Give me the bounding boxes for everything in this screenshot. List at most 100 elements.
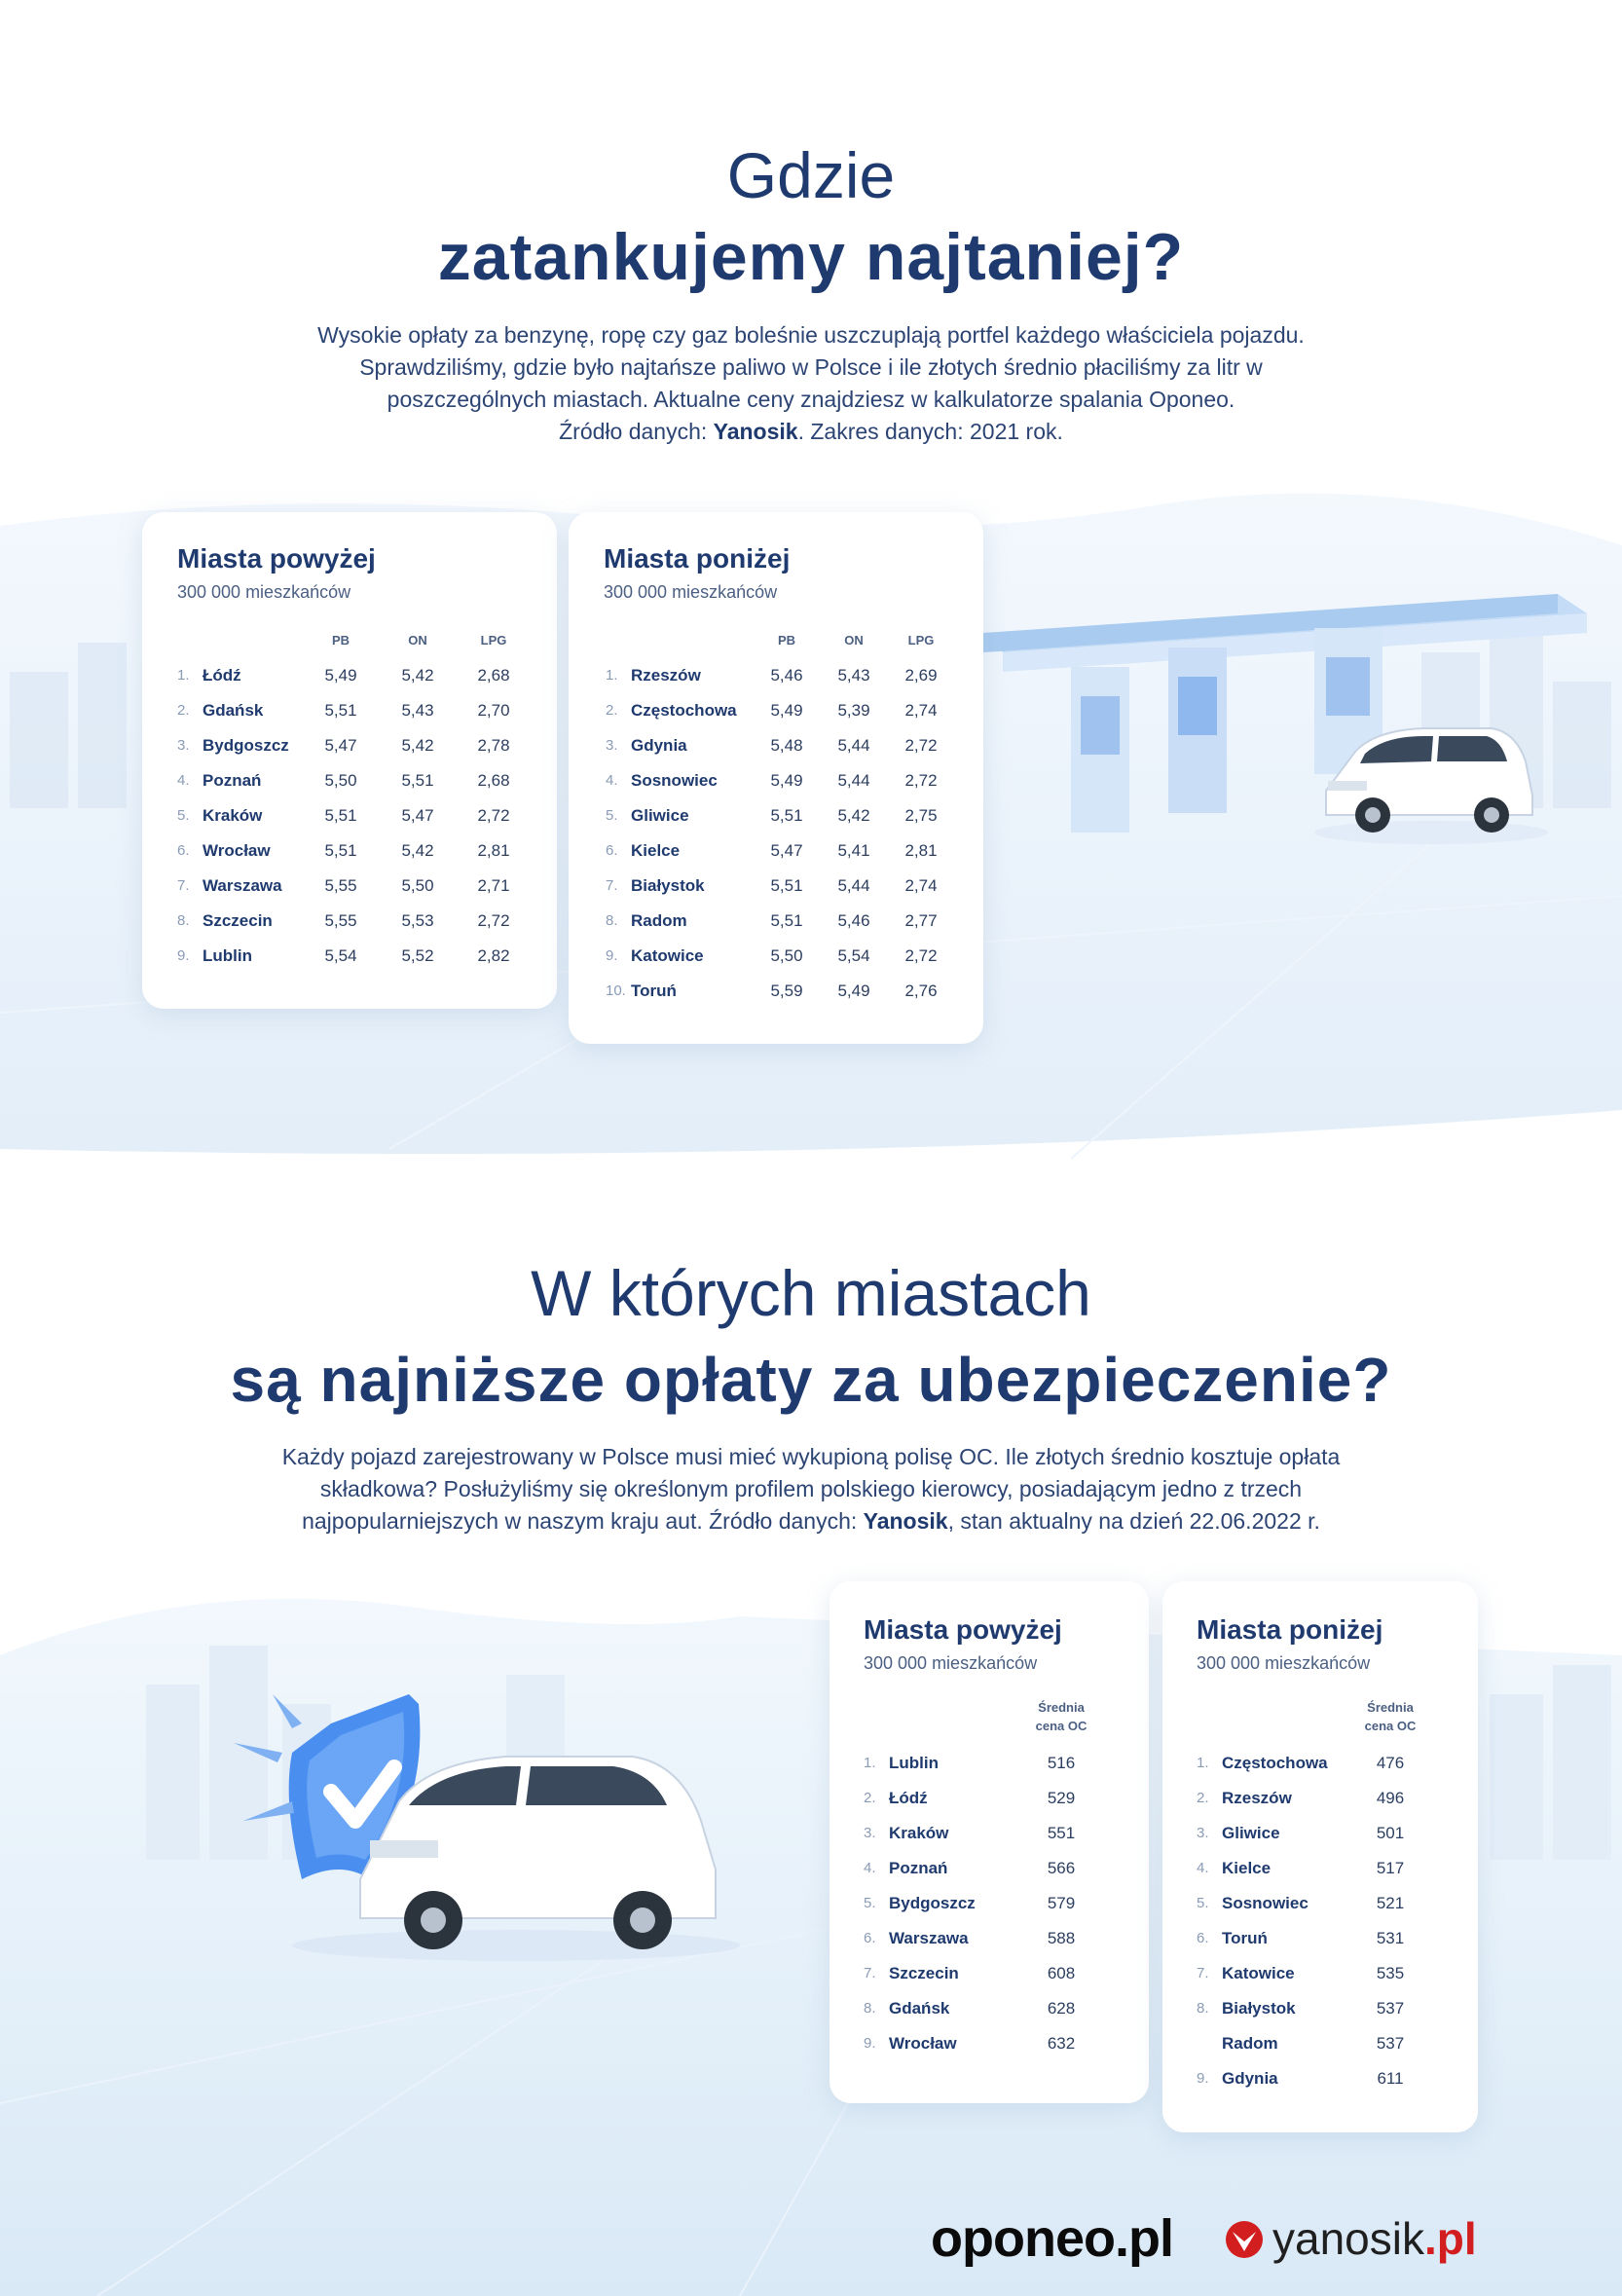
- row-rank: 3.: [864, 1825, 876, 1841]
- row-lpg: 2,78: [477, 736, 510, 755]
- table-row: 6. Wrocław 5,51 5,42 2,81: [142, 836, 557, 866]
- table-row: 6. Kielce 5,47 5,41 2,81: [569, 836, 983, 866]
- column-header-pb: PB: [777, 633, 796, 648]
- row-lpg: 2,72: [904, 946, 938, 965]
- row-lpg: 2,77: [904, 911, 938, 930]
- row-city: Poznań: [889, 1859, 948, 1877]
- row-on: 5,54: [837, 946, 870, 965]
- row-city: Szczecin: [203, 911, 273, 930]
- section2-intro: Każdy pojazd zarejestrowany w Polsce mus…: [185, 1441, 1437, 1537]
- row-lpg: 2,76: [904, 981, 938, 1000]
- row-pb: 5,59: [770, 981, 803, 1000]
- row-rank: 9.: [606, 947, 618, 964]
- yanosik-logo[interactable]: yanosik.pl: [1272, 2213, 1477, 2264]
- row-lpg: 2,72: [904, 736, 938, 755]
- row-price: 476: [1376, 1754, 1405, 1772]
- card-title: Miasta poniżej: [604, 543, 791, 574]
- table-row: 3. Kraków 551: [829, 1819, 1149, 1848]
- row-city: Białystok: [631, 876, 705, 895]
- row-pb: 5,51: [770, 806, 803, 825]
- row-on: 5,46: [837, 911, 870, 930]
- table-row: 3. Bydgoszcz 5,47 5,42 2,78: [142, 731, 557, 760]
- row-city: Częstochowa: [1222, 1754, 1328, 1772]
- row-on: 5,44: [837, 876, 870, 895]
- fuel-table-below: Miasta poniżej 300 000 mieszkańców PB ON…: [569, 512, 983, 1044]
- row-rank: 1.: [606, 667, 618, 684]
- row-city: Warszawa: [889, 1929, 969, 1947]
- row-rank: 8.: [1197, 2000, 1209, 2017]
- row-city: Rzeszów: [1222, 1789, 1292, 1807]
- row-rank: 6.: [177, 842, 190, 859]
- row-rank: 9.: [864, 2035, 876, 2052]
- row-price: 611: [1377, 2069, 1404, 2088]
- row-pb: 5,55: [324, 876, 357, 895]
- row-on: 5,43: [401, 701, 434, 720]
- row-city: Kielce: [1222, 1859, 1272, 1877]
- table-row: 4. Poznań 566: [829, 1854, 1149, 1883]
- table-row: 4. Kielce 517: [1162, 1854, 1478, 1883]
- table-row: 2. Częstochowa 5,49 5,39 2,74: [569, 696, 983, 725]
- row-rank: 1.: [1197, 1755, 1209, 1771]
- row-pb: 5,51: [324, 841, 357, 860]
- row-price: 588: [1047, 1929, 1076, 1947]
- row-rank: 5.: [1197, 1895, 1209, 1911]
- table-row: 3. Gliwice 501: [1162, 1819, 1478, 1848]
- row-rank: 4.: [606, 772, 618, 789]
- row-rank: 4.: [1197, 1860, 1209, 1876]
- table-row: 7. Białystok 5,51 5,44 2,74: [569, 871, 983, 901]
- table-row: 5. Gliwice 5,51 5,42 2,75: [569, 801, 983, 831]
- row-lpg: 2,74: [904, 701, 938, 720]
- row-pb: 5,50: [324, 771, 357, 790]
- row-on: 5,42: [401, 841, 434, 860]
- column-header-on: ON: [408, 633, 427, 648]
- row-lpg: 2,72: [904, 771, 938, 790]
- row-price: 516: [1047, 1754, 1076, 1772]
- row-city: Sosnowiec: [1222, 1894, 1309, 1912]
- row-on: 5,42: [837, 806, 870, 825]
- row-city: Gdynia: [631, 736, 687, 755]
- intro-line: Źródło danych: Yanosik. Zakres danych: 2…: [559, 419, 1063, 444]
- row-price: 566: [1047, 1859, 1076, 1877]
- row-on: 5,49: [837, 981, 870, 1000]
- table-row: 4. Poznań 5,50 5,51 2,68: [142, 766, 557, 796]
- row-pb: 5,54: [324, 946, 357, 965]
- card-title: Miasta powyżej: [177, 543, 376, 574]
- row-rank: 7.: [864, 1965, 876, 1981]
- row-lpg: 2,68: [477, 771, 510, 790]
- row-price: 537: [1376, 2034, 1405, 2053]
- intro-line: Wysokie opłaty za benzynę, ropę czy gaz …: [317, 322, 1305, 348]
- row-price: 551: [1047, 1824, 1076, 1842]
- row-pb: 5,47: [770, 841, 803, 860]
- row-price: 608: [1047, 1964, 1076, 1982]
- table-row: 9. Katowice 5,50 5,54 2,72: [569, 942, 983, 971]
- row-rank: 5.: [606, 807, 618, 824]
- row-pb: 5,51: [324, 701, 357, 720]
- row-rank: 5.: [864, 1895, 876, 1911]
- row-city: Łódź: [889, 1789, 928, 1807]
- row-price: 628: [1047, 1999, 1076, 2018]
- insurance-table-above: Miasta powyżej 300 000 mieszkańców Średn…: [829, 1581, 1149, 2103]
- table-row: 7. Katowice 535: [1162, 1959, 1478, 1988]
- car-illustration: [1325, 727, 1533, 833]
- row-lpg: 2,75: [904, 806, 938, 825]
- row-city: Bydgoszcz: [203, 736, 289, 755]
- row-rank: 6.: [1197, 1930, 1209, 1946]
- row-pb: 5,51: [770, 911, 803, 930]
- row-rank: 2.: [606, 702, 618, 719]
- row-on: 5,41: [837, 841, 870, 860]
- row-on: 5,50: [401, 876, 434, 895]
- row-city: Lublin: [889, 1754, 939, 1772]
- row-city: Gliwice: [631, 806, 689, 825]
- row-on: 5,53: [401, 911, 434, 930]
- card-title: Miasta powyżej: [864, 1614, 1062, 1645]
- oponeo-logo[interactable]: oponeo.pl: [931, 2209, 1174, 2268]
- row-pb: 5,51: [770, 876, 803, 895]
- row-city: Gdańsk: [889, 1999, 950, 2018]
- table-row: 9. Lublin 5,54 5,52 2,82: [142, 942, 557, 971]
- column-header-lpg: LPG: [480, 633, 507, 648]
- row-rank: 8.: [606, 912, 618, 929]
- intro-line: poszczególnych miastach. Aktualne ceny z…: [387, 387, 1235, 412]
- row-pb: 5,49: [770, 771, 803, 790]
- row-city: Radom: [631, 911, 687, 930]
- row-pb: 5,46: [770, 666, 803, 685]
